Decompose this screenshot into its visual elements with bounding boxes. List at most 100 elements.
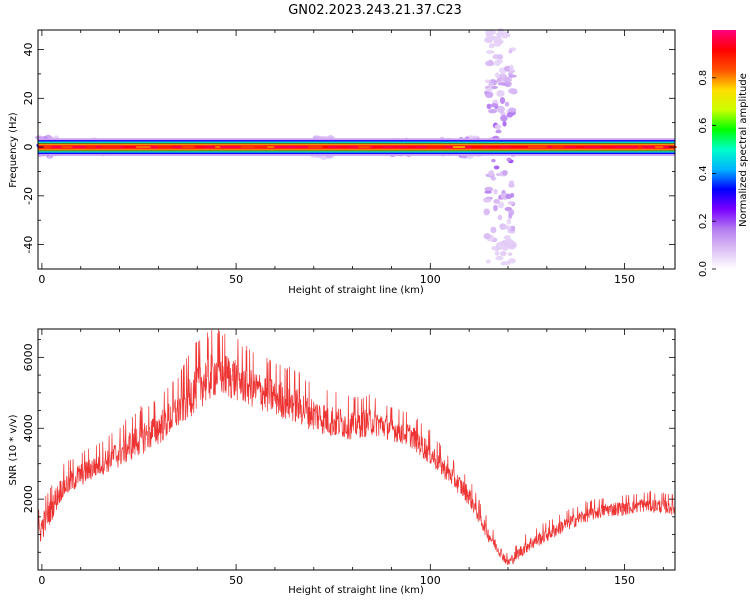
spectrogram-cell [496, 77, 501, 83]
spectrogram-cell [497, 82, 506, 86]
spectrogram-cell [497, 201, 505, 209]
spectrogram-cell [500, 114, 508, 122]
snr-panel: 0 50 100 150 2000 4000 6000 Height of straigh… [8, 328, 676, 596]
spectrogram-band-segment [338, 146, 349, 148]
spectrogram-cell [508, 258, 516, 264]
spectrogram-band-segment [601, 146, 614, 148]
spectrogram-band-segment [472, 146, 483, 148]
spectrogram-band-segment [308, 146, 327, 148]
snr-x-ticks: 0 50 100 150 [38, 329, 664, 587]
colorbar-ticks: 0.0 0.2 0.4 0.6 0.8 [698, 70, 716, 277]
spectrogram-cell [504, 238, 513, 245]
spectrogram-cell [488, 170, 495, 176]
spectrogram-x-tick-label: 100 [420, 273, 441, 286]
spectrogram-band-segment [61, 146, 73, 148]
spectrogram-cell [509, 64, 514, 72]
spectrogram-cell [497, 214, 503, 221]
snr-y-label: SNR (10 * v/v) [8, 414, 19, 485]
spectrogram-x-tick-label: 50 [229, 273, 243, 286]
snr-y-tick-label: 4000 [22, 414, 35, 442]
colorbar-label: Normalized spectral amplitude [738, 73, 749, 227]
spectrogram-cell [501, 170, 508, 176]
snr-y-tick-label: 6000 [22, 343, 35, 371]
spectrogram-band-segment [100, 146, 121, 148]
spectrogram-x-tick-label: 0 [38, 273, 45, 286]
spectrogram-cell [508, 88, 517, 95]
spectrogram-cell [495, 255, 504, 261]
spectrogram-cell [493, 40, 502, 47]
spectrogram-cell [502, 260, 511, 266]
snr-x-tick-label: 100 [420, 574, 441, 587]
spectrogram-band-segment [452, 146, 466, 148]
spectrogram-cell [508, 74, 517, 78]
snr-frame [37, 328, 676, 571]
spectrogram-cell [486, 32, 493, 40]
spectrogram-cell [494, 250, 500, 256]
spectrogram-cell [483, 233, 491, 240]
spectrogram-band-segment [372, 146, 383, 148]
spectrogram-y-ticks: -40 -20 0 20 40 [22, 43, 675, 254]
spectrogram-cell [484, 190, 492, 194]
snr-y-ticks: 2000 4000 6000 [22, 339, 675, 553]
spectrogram-band-segment [181, 146, 196, 148]
spectrogram-band-segment [489, 146, 501, 148]
spectrogram-x-tick-label: 150 [614, 273, 635, 286]
spectrogram-cell [490, 103, 499, 108]
snr-y-tick-label: 2000 [22, 485, 35, 513]
spectrogram-cell [484, 91, 494, 99]
spectrogram-band-segment [528, 146, 548, 148]
spectrogram-cell [496, 105, 506, 113]
spectrogram-cell [508, 107, 517, 113]
spectrogram-band [38, 145, 675, 149]
spectrogram-cell [499, 223, 506, 229]
spectrogram-cell [484, 186, 494, 192]
spectrogram-band-segment [393, 146, 398, 148]
spectrogram-band-segment [618, 146, 635, 148]
spectrogram-y-tick-label: -40 [22, 236, 35, 254]
spectrogram-cell [510, 225, 516, 231]
spectrogram-cell [510, 192, 515, 198]
spectrogram-cell [491, 158, 496, 163]
spectrogram-cell [488, 43, 495, 49]
spectrogram-band-segment [552, 146, 565, 148]
spectrogram-cell [504, 101, 510, 107]
spectrogram-band-segment [136, 146, 151, 148]
spectrogram-band-segment [240, 146, 258, 148]
spectrogram-cell [501, 31, 510, 36]
spectrogram-cell [485, 87, 493, 92]
spectrogram-band-segment [426, 146, 445, 148]
spectrogram-cell [483, 197, 492, 203]
spectrogram-y-label: Frequency (Hz) [8, 112, 19, 188]
spectrogram-frame [37, 29, 676, 270]
spectrogram-cell [506, 218, 512, 225]
spectrogram-cell [493, 199, 500, 204]
spectrogram-band-segment [215, 146, 221, 148]
figure-title: GN02.2023.243.21.37.C23 [288, 3, 462, 18]
spectrogram-cell [506, 112, 514, 118]
spectrogram-cell [484, 79, 491, 83]
snr-background [38, 329, 675, 570]
spectrogram-cell [493, 165, 500, 170]
spectrogram-y-tick-label: -20 [22, 187, 35, 205]
snr-x-tick-label: 0 [38, 574, 45, 587]
snr-x-label: Height of straight line (km) [288, 585, 424, 596]
spectrogram-cell [502, 121, 507, 127]
colorbar-tick-label: 0.2 [698, 213, 709, 229]
spectrogram-cell [497, 54, 504, 60]
spectrogram-x-ticks: 0 50 100 150 [38, 30, 664, 286]
spectrogram-band-segment [194, 146, 205, 148]
spectrogram-cell [496, 90, 505, 97]
spectrogram-cell [499, 97, 506, 104]
spectrogram-band-segment [322, 146, 329, 148]
spectrogram-y-tick-label: 0 [22, 144, 35, 151]
spectrogram-cell [497, 244, 506, 250]
spectrogram-band-segment [638, 146, 643, 148]
spectrogram-cell [508, 49, 513, 54]
spectrogram-cell [488, 82, 495, 88]
spectrogram-cell [493, 204, 498, 212]
spectrogram-band-segment [406, 146, 415, 148]
spectrogram-cell [486, 103, 492, 110]
spectrogram-cell [496, 59, 503, 64]
